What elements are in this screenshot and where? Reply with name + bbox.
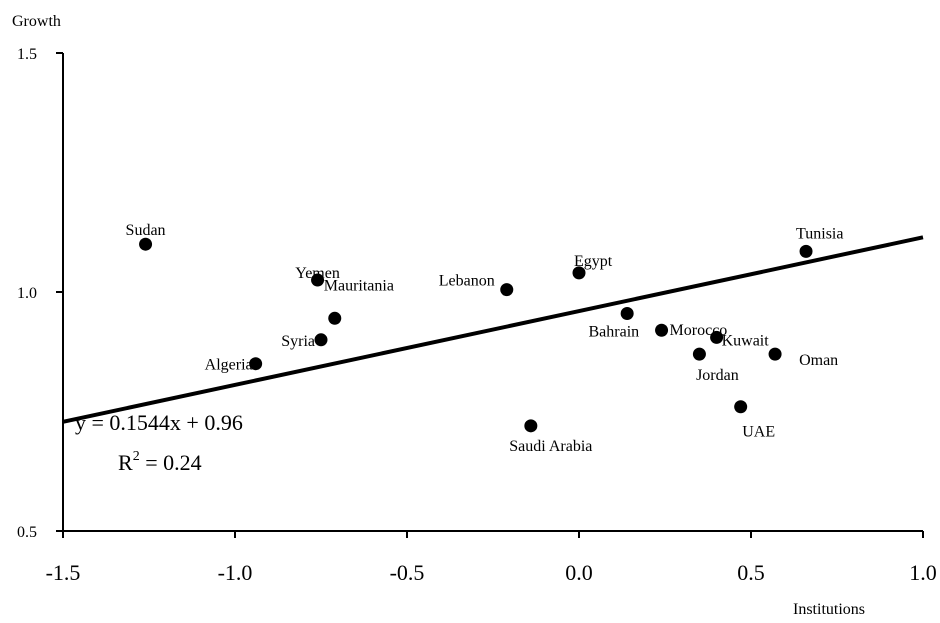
- data-point: [710, 330, 724, 344]
- point-label: UAE: [742, 424, 775, 441]
- x-tick-label: 0.0: [565, 560, 593, 585]
- x-tick-label: -1.0: [218, 560, 253, 585]
- point-label: Kuwait: [722, 332, 770, 349]
- data-point: [314, 333, 328, 347]
- data-point: [249, 357, 263, 371]
- point-label: Saudi Arabia: [509, 438, 592, 455]
- data-point: [139, 237, 153, 251]
- y-axis-label: Growth: [12, 13, 61, 30]
- point-label: Yemen: [295, 265, 340, 282]
- x-tick-label: 1.0: [909, 560, 937, 585]
- point-label: Egypt: [574, 253, 613, 270]
- point-label: Sudan: [126, 222, 166, 239]
- axes: -1.5 -1.0 -0.5 0.0 0.5 1.0 0.5 1.0 1.5: [17, 46, 937, 585]
- point-label: Mauritania: [324, 277, 394, 294]
- trendline-group: [62, 235, 924, 424]
- data-point: [620, 307, 634, 321]
- x-axis-label: Institutions: [793, 601, 865, 618]
- y-tick-label: 1.0: [17, 285, 37, 302]
- data-point: [734, 400, 748, 414]
- y-tick-label: 0.5: [17, 524, 37, 541]
- point-label: Bahrain: [589, 324, 640, 341]
- data-point: [311, 273, 325, 287]
- x-tick-label: -1.5: [46, 560, 81, 585]
- data-point: [500, 283, 514, 297]
- point-label: Tunisia: [796, 225, 843, 242]
- trendline-equation: y = 0.1544x + 0.96: [75, 410, 243, 435]
- data-point: [572, 266, 586, 280]
- point-label: Lebanon: [439, 273, 495, 290]
- point-label: Oman: [799, 352, 838, 369]
- data-point: [768, 347, 782, 361]
- trendline: [62, 235, 924, 424]
- point-label: Jordan: [696, 367, 739, 384]
- x-tick-label: 0.5: [737, 560, 765, 585]
- data-point: [799, 244, 813, 258]
- point-label: Algeria: [205, 357, 253, 374]
- data-point: [692, 347, 706, 361]
- point-label: Syria: [281, 333, 315, 350]
- data-point: [328, 311, 342, 325]
- data-point: [655, 323, 669, 337]
- data-point: [524, 419, 538, 433]
- x-tick-label: -0.5: [390, 560, 425, 585]
- y-tick-label: 1.5: [17, 46, 37, 63]
- r-squared-label: R2 = 0.24: [118, 449, 202, 475]
